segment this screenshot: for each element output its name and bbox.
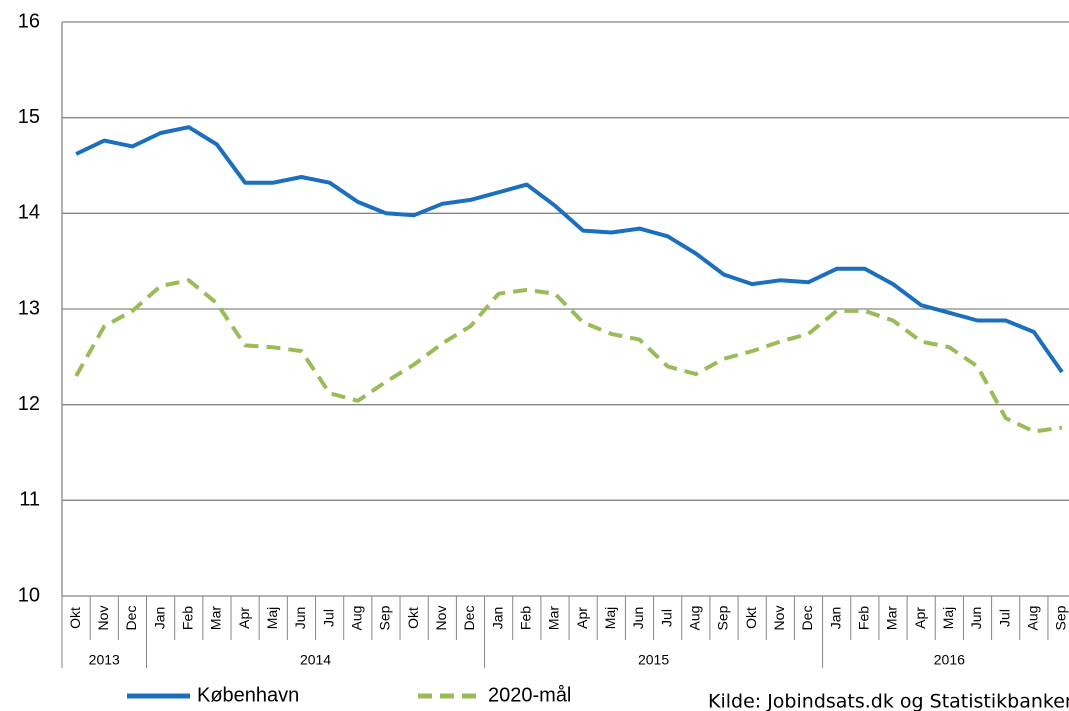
- x-tick-label: Aug: [687, 606, 703, 631]
- year-label: 2013: [89, 652, 120, 668]
- y-tick-label: 13: [18, 297, 40, 319]
- x-tick-label: Maj: [264, 607, 280, 630]
- x-tick-label: Apr: [236, 607, 252, 629]
- series-line: [74, 278, 1063, 434]
- y-tick-label: 15: [18, 106, 40, 128]
- x-tick-label: Mar: [546, 606, 562, 630]
- x-tick-label: Aug: [348, 606, 364, 631]
- x-tick-label: Nov: [95, 606, 111, 631]
- year-label: 2015: [638, 652, 669, 668]
- x-tick-label: Apr: [574, 607, 590, 629]
- series-line: [75, 125, 1064, 374]
- y-tick-label: 11: [19, 489, 40, 511]
- x-tick-label: Aug: [1025, 606, 1041, 631]
- x-tick-label: Nov: [771, 606, 787, 631]
- x-tick-label: Jan: [489, 607, 505, 630]
- x-tick-label: Maj: [602, 607, 618, 630]
- x-tick-label: Okt: [405, 607, 421, 629]
- x-tick-label: Jan: [827, 607, 843, 630]
- x-tick-label: Mar: [208, 606, 224, 630]
- x-tick-label: Dec: [123, 606, 139, 631]
- y-tick-label: 14: [18, 202, 40, 224]
- x-tick-label: Dec: [461, 606, 477, 631]
- x-tick-label: Dec: [799, 606, 815, 631]
- x-tick-label: Jun: [292, 607, 308, 630]
- x-tick-label: Mar: [884, 606, 900, 630]
- x-tick-label: Sep: [1053, 605, 1069, 630]
- y-tick-label: 16: [18, 10, 40, 32]
- legend-label: 2020-mål: [488, 684, 571, 706]
- source-note: Kilde: Jobindsats.dk og Statistikbanken: [708, 691, 1069, 711]
- x-tick-label: Apr: [912, 607, 928, 629]
- year-label: 2014: [300, 652, 331, 668]
- x-tick-label: Feb: [518, 606, 534, 630]
- x-tick-label: Sep: [377, 605, 393, 630]
- year-label: 2016: [934, 652, 965, 668]
- x-tick-label: Feb: [179, 606, 195, 630]
- y-tick-label: 12: [18, 393, 40, 415]
- x-tick-label: Sep: [715, 605, 731, 630]
- legend-label: København: [197, 684, 299, 706]
- x-tick-label: Okt: [67, 607, 83, 629]
- y-tick-label: 10: [18, 584, 40, 606]
- x-tick-label: Jan: [151, 607, 167, 630]
- x-tick-label: Jul: [320, 609, 336, 627]
- x-tick-label: Feb: [856, 606, 872, 630]
- x-tick-label: Maj: [940, 607, 956, 630]
- x-tick-label: Okt: [743, 607, 759, 629]
- x-tick-label: Nov: [433, 606, 449, 631]
- x-tick-label: Jun: [630, 607, 646, 630]
- x-tick-label: Jul: [996, 609, 1012, 627]
- x-tick-label: Jul: [658, 609, 674, 627]
- x-tick-label: Jun: [968, 607, 984, 630]
